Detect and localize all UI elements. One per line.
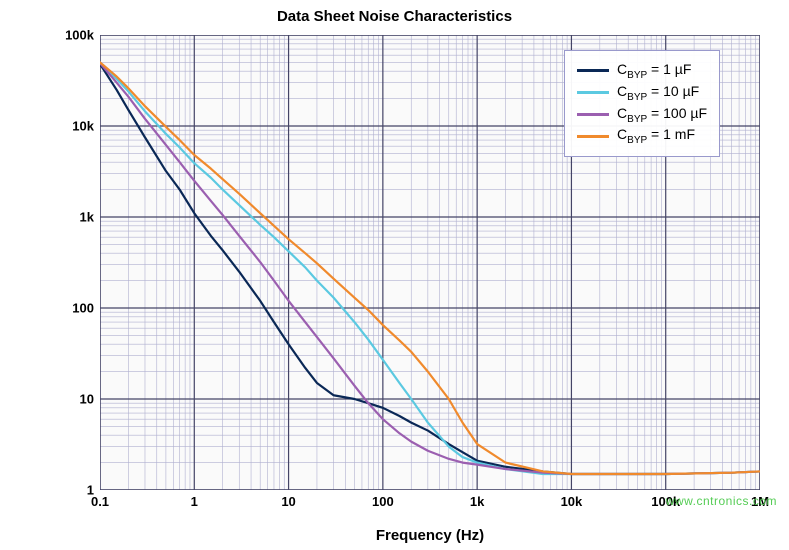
legend-item: CBYP = 1 µF xyxy=(577,61,707,81)
legend-label: CBYP = 1 µF xyxy=(617,61,691,81)
legend-item: CBYP = 100 µF xyxy=(577,105,707,125)
legend-label: CBYP = 1 mF xyxy=(617,126,695,146)
x-tick-label: 10 xyxy=(281,494,295,509)
legend-label: CBYP = 100 µF xyxy=(617,105,707,125)
y-tick-label: 100 xyxy=(72,301,94,316)
legend-swatch xyxy=(577,91,609,94)
legend-item: CBYP = 1 mF xyxy=(577,126,707,146)
x-tick-label: 100 xyxy=(372,494,394,509)
y-tick-label: 10 xyxy=(80,392,94,407)
x-axis-label: Frequency (Hz) xyxy=(100,527,760,544)
legend-swatch xyxy=(577,69,609,72)
x-tick-label: 1k xyxy=(470,494,484,509)
chart-container: Data Sheet Noise Characteristics Noise S… xyxy=(0,0,789,550)
x-tick-label: 0.1 xyxy=(91,494,109,509)
chart-title: Data Sheet Noise Characteristics xyxy=(0,8,789,25)
legend-label: CBYP = 10 µF xyxy=(617,83,699,103)
y-tick-label: 100k xyxy=(65,28,94,43)
x-tick-label: 10k xyxy=(561,494,583,509)
plot-area: CBYP = 1 µFCBYP = 10 µFCBYP = 100 µFCBYP… xyxy=(100,35,760,490)
legend-swatch xyxy=(577,113,609,116)
legend-swatch xyxy=(577,135,609,138)
watermark: www.cntronics.com xyxy=(666,494,777,508)
x-tick-label: 1 xyxy=(191,494,198,509)
y-tick-label: 10k xyxy=(72,119,94,134)
legend-item: CBYP = 10 µF xyxy=(577,83,707,103)
legend: CBYP = 1 µFCBYP = 10 µFCBYP = 100 µFCBYP… xyxy=(564,50,720,157)
y-tick-label: 1k xyxy=(80,210,94,225)
